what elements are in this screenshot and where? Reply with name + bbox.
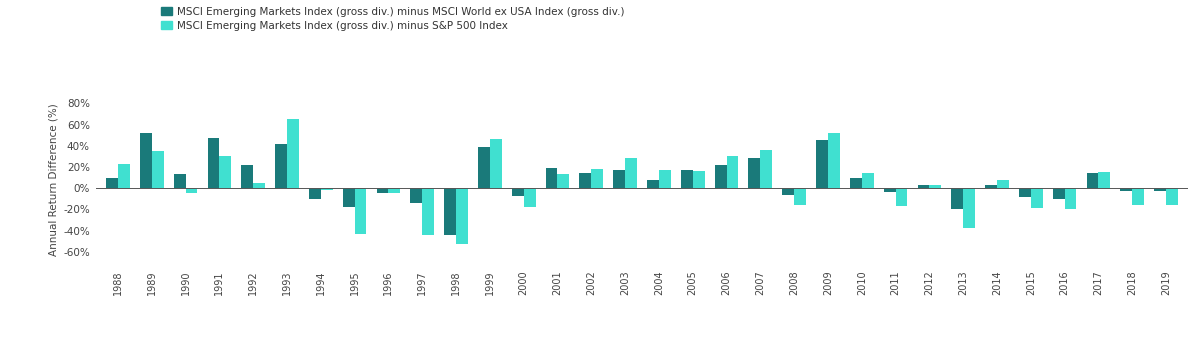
Bar <box>761 150 772 188</box>
Bar <box>1052 188 1064 199</box>
Bar <box>647 180 659 188</box>
Y-axis label: Annual Return Difference (%): Annual Return Difference (%) <box>49 103 59 256</box>
Bar <box>151 151 163 188</box>
Bar <box>174 174 186 188</box>
Bar <box>377 188 389 194</box>
Bar <box>118 164 130 188</box>
Bar <box>1154 188 1166 191</box>
Bar <box>997 180 1009 188</box>
Bar <box>546 168 558 188</box>
Bar <box>456 188 468 244</box>
Bar <box>523 188 535 207</box>
Bar <box>726 156 738 188</box>
Bar <box>929 185 941 188</box>
Bar <box>1133 188 1144 205</box>
Bar <box>883 188 895 193</box>
Bar <box>308 188 320 199</box>
Bar <box>253 183 265 188</box>
Bar <box>1031 188 1043 208</box>
Bar <box>985 185 997 188</box>
Bar <box>952 188 964 210</box>
Bar <box>478 147 490 188</box>
Bar <box>490 139 502 188</box>
Bar <box>1064 188 1076 210</box>
Bar <box>1121 188 1133 191</box>
Bar <box>220 156 232 188</box>
Bar <box>558 174 569 188</box>
Bar <box>918 185 929 188</box>
Bar <box>106 178 118 188</box>
Bar <box>592 169 604 188</box>
Legend: MSCI Emerging Markets Index (gross div.) minus MSCI World ex USA Index (gross di: MSCI Emerging Markets Index (gross div.)… <box>161 7 624 31</box>
Bar <box>140 133 151 188</box>
Bar <box>692 171 704 188</box>
Bar <box>659 170 671 188</box>
Bar <box>1098 172 1110 188</box>
Bar <box>1019 188 1031 197</box>
Bar <box>320 188 332 190</box>
Bar <box>410 188 422 203</box>
Bar <box>580 173 592 188</box>
Bar <box>794 188 806 205</box>
Bar <box>422 188 434 235</box>
Bar <box>444 188 456 235</box>
Bar <box>389 188 401 194</box>
Bar <box>343 188 355 207</box>
Bar <box>828 133 840 188</box>
Bar <box>680 170 692 188</box>
Bar <box>275 144 287 188</box>
Bar <box>355 188 366 234</box>
Bar <box>512 188 523 196</box>
Bar <box>816 140 828 188</box>
Bar <box>208 138 220 188</box>
Bar <box>850 178 862 188</box>
Bar <box>862 173 874 188</box>
Bar <box>613 170 625 188</box>
Bar <box>1166 188 1178 205</box>
Bar <box>715 165 726 188</box>
Bar <box>1086 173 1098 188</box>
Bar <box>782 188 794 195</box>
Bar <box>625 159 637 188</box>
Bar <box>287 119 299 188</box>
Bar <box>895 188 907 206</box>
Bar <box>241 165 253 188</box>
Bar <box>186 188 198 194</box>
Bar <box>749 159 761 188</box>
Bar <box>964 188 976 228</box>
